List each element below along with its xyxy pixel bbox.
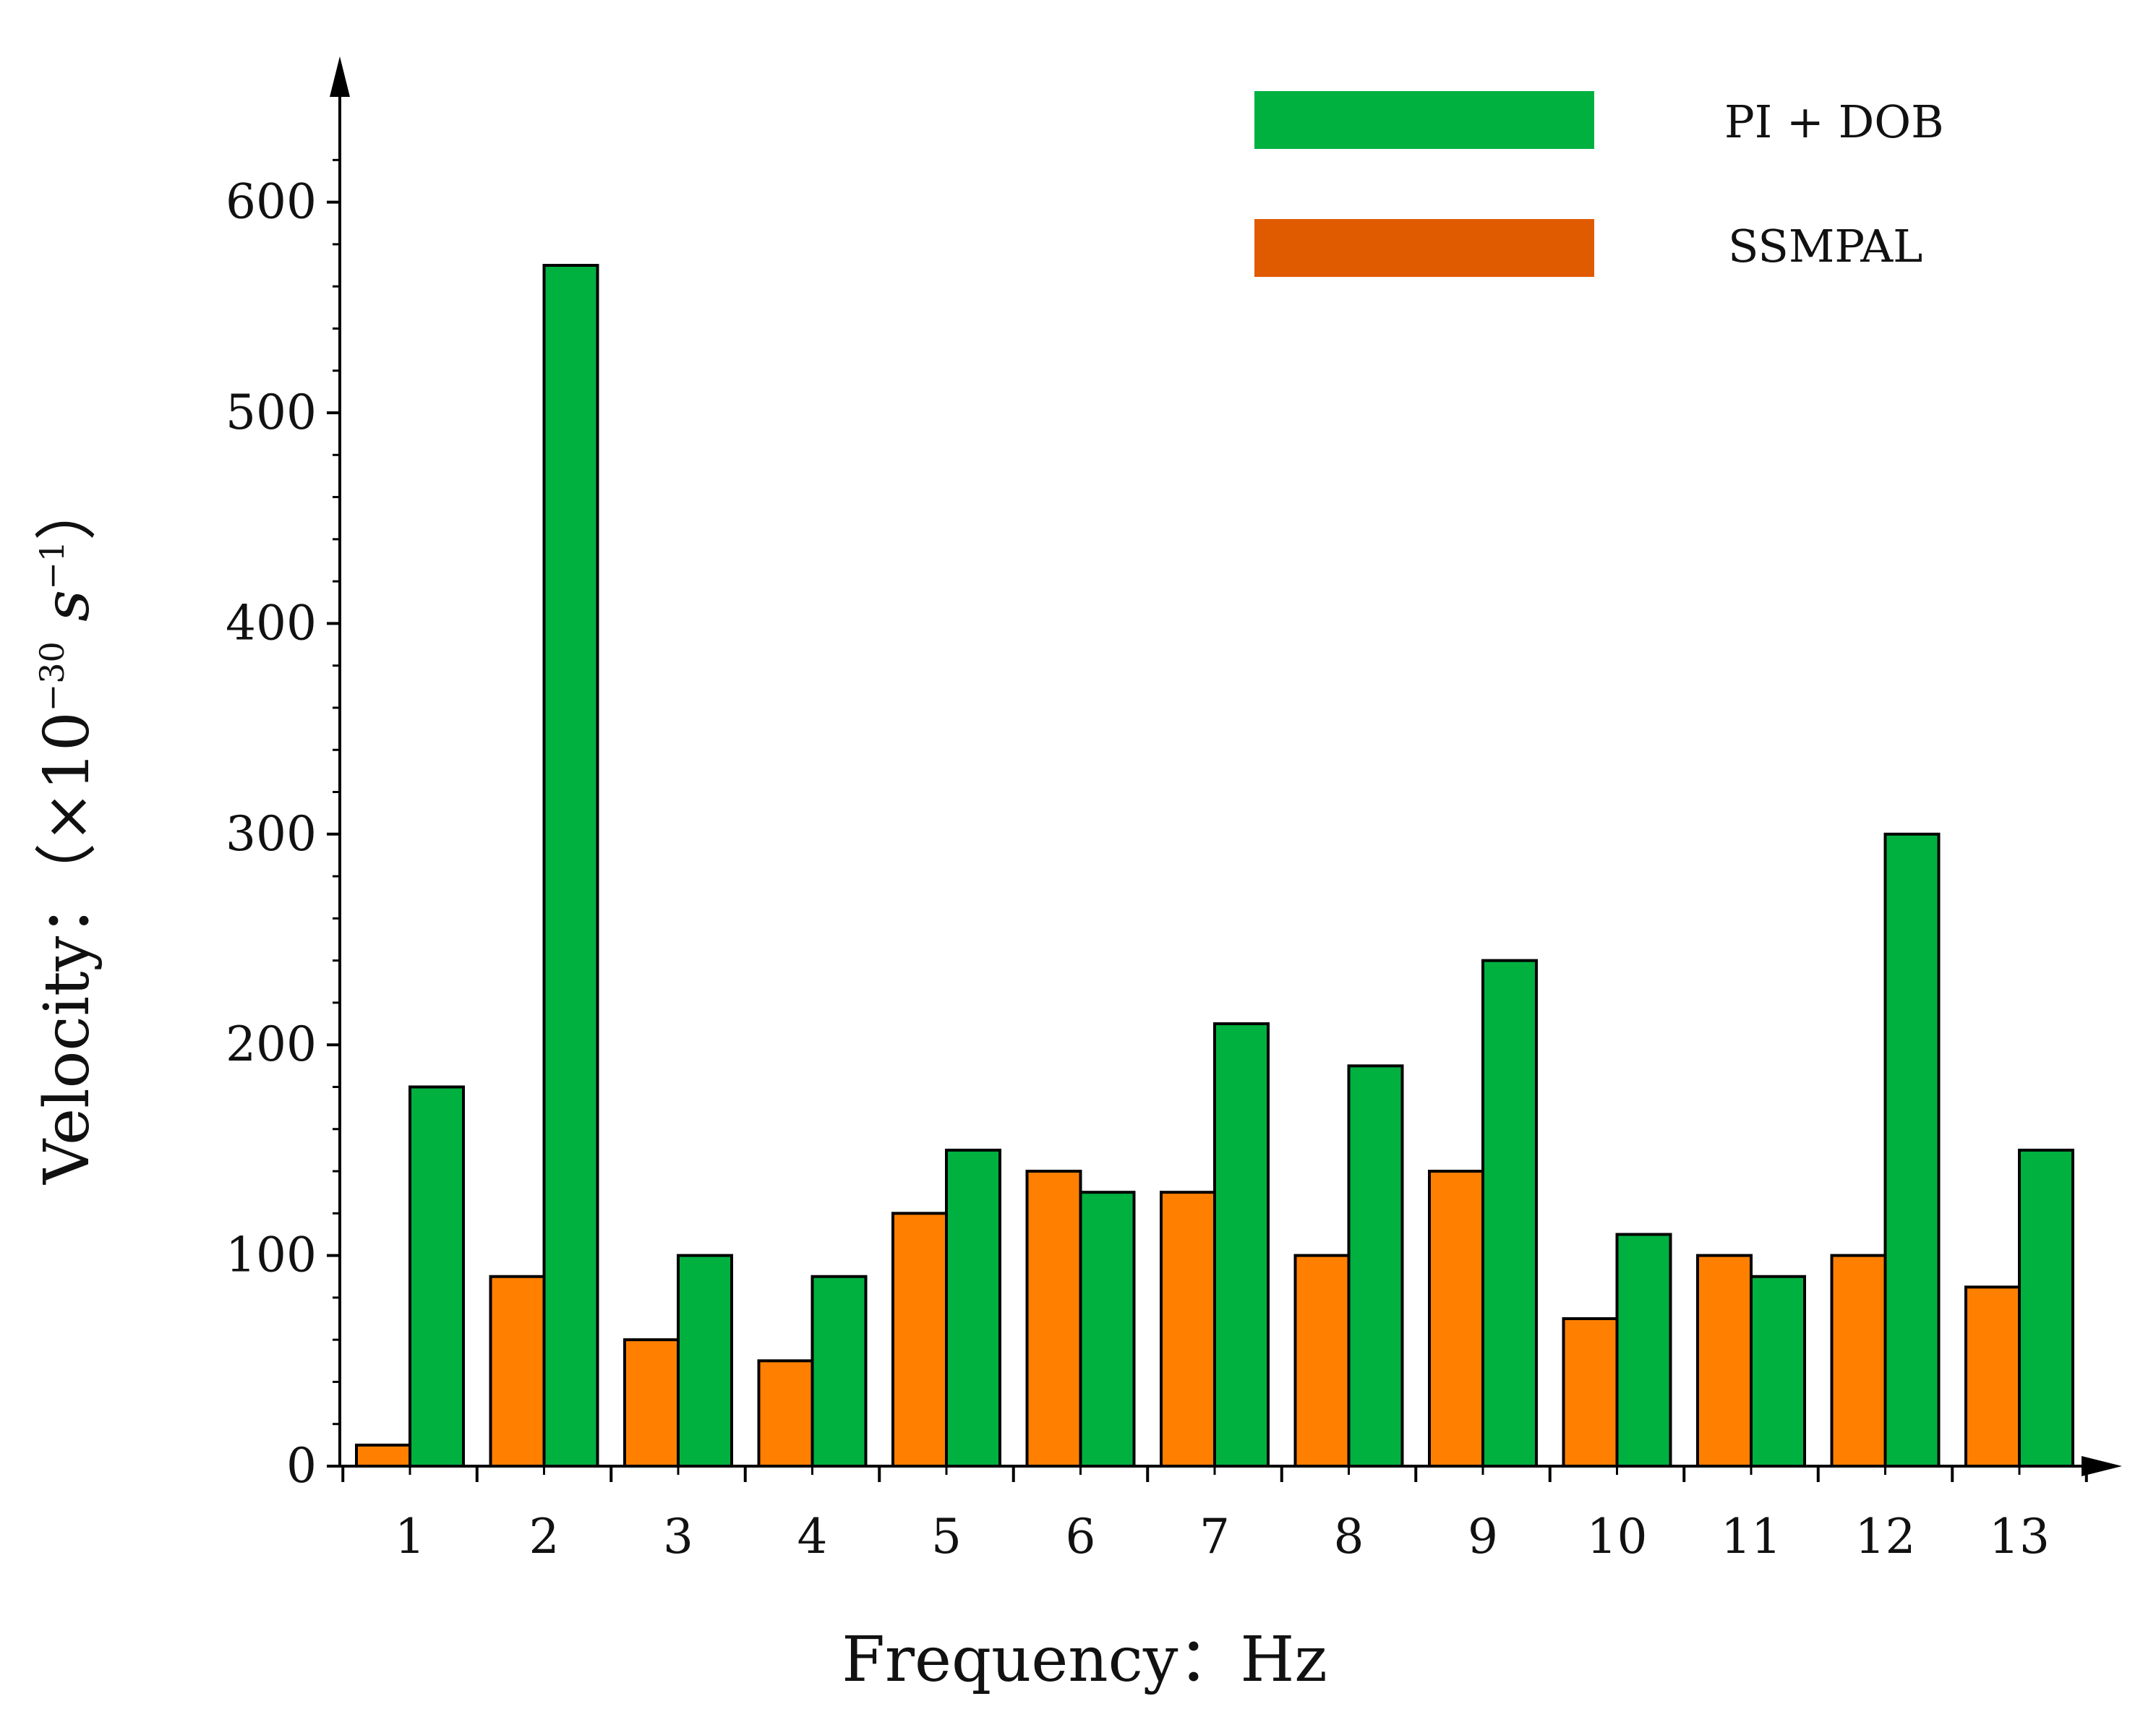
y-tick-label-600: 600 [226,174,317,230]
y-axis-arrow-icon [330,56,350,97]
bar-pi-dob-4 [810,1275,868,1468]
x-tick-label-5: 5 [931,1509,962,1564]
bar-ssmpal-4 [757,1359,814,1468]
bar-pi-dob-3 [677,1254,733,1468]
bar-pi-dob-10 [1615,1233,1672,1468]
bar-ssmpal-12 [1830,1254,1887,1468]
y-tick-label-500: 500 [226,385,317,440]
x-tick-label-13: 13 [1989,1509,2050,1564]
bars-layer [355,264,2074,1468]
bar-pi-dob-9 [1481,959,1538,1468]
y-axis-title-exp1: −30 [33,641,72,711]
y-tick-label-100: 100 [226,1228,317,1283]
bar-pi-dob-6 [1079,1191,1136,1468]
bar-ssmpal-13 [1964,1285,2021,1468]
y-tick-label-0: 0 [286,1438,317,1494]
bar-ssmpal-3 [623,1338,680,1468]
y-tick-label-200: 200 [226,1016,317,1072]
svg-text:Velocity：（×10−30 s−1）: Velocity：（×10−30 s−1） [31,479,103,1185]
x-tick-label-1: 1 [395,1509,425,1564]
bar-ssmpal-9 [1428,1170,1484,1468]
y-axis-title: Velocity：（×10−30 s−1） [31,479,103,1185]
bar-pi-dob-12 [1883,832,1941,1468]
bar-pi-dob-1 [408,1085,465,1468]
legend-swatch-ssmpal [1254,219,1594,277]
x-tick-label-8: 8 [1334,1509,1364,1564]
legend-label-ssmpal: SSMPAL [1728,220,1922,273]
bar-ssmpal-2 [489,1275,546,1468]
y-tick-label-300: 300 [226,806,317,862]
bar-pi-dob-7 [1213,1022,1270,1468]
bar-ssmpal-10 [1562,1317,1619,1468]
y-tick-label-400: 400 [226,595,317,651]
x-tick-label-6: 6 [1066,1509,1096,1564]
y-axis-title-exp2: −1 [33,541,72,590]
bar-pi-dob-2 [542,264,599,1468]
axes-layer [330,56,2122,1476]
bar-pi-dob-8 [1347,1064,1404,1468]
x-tick-label-3: 3 [663,1509,693,1564]
x-tick-label-11: 11 [1721,1509,1781,1564]
y-axis-title-close: ） [31,479,103,541]
y-axis-title-main: Velocity：（×10 [31,711,103,1185]
bar-pi-dob-11 [1750,1275,1806,1468]
x-tick-label-4: 4 [797,1509,828,1564]
y-axis-title-unit: s [31,590,103,641]
x-tick-label-2: 2 [529,1509,560,1564]
legend-label-pi-dob: PI + DOB [1724,95,1944,148]
x-tick-label-12: 12 [1855,1509,1916,1564]
x-axis-arrow-icon [2082,1456,2122,1476]
bar-ssmpal-7 [1160,1191,1216,1468]
x-axis-title: Frequency：Hz [842,1624,1327,1696]
bar-ssmpal-6 [1025,1170,1082,1468]
bar-ssmpal-11 [1696,1254,1753,1468]
bar-ssmpal-1 [355,1443,411,1468]
legend-swatch-pi-dob [1254,91,1594,149]
legend: PI + DOB SSMPAL [1254,91,1944,277]
bar-pi-dob-5 [945,1148,1001,1468]
bar-ssmpal-5 [891,1212,948,1468]
x-tick-label-7: 7 [1199,1509,1230,1564]
x-tick-label-9: 9 [1468,1509,1498,1564]
bar-ssmpal-8 [1293,1254,1351,1468]
bar-pi-dob-13 [2018,1148,2074,1468]
x-tick-label-10: 10 [1587,1509,1648,1564]
